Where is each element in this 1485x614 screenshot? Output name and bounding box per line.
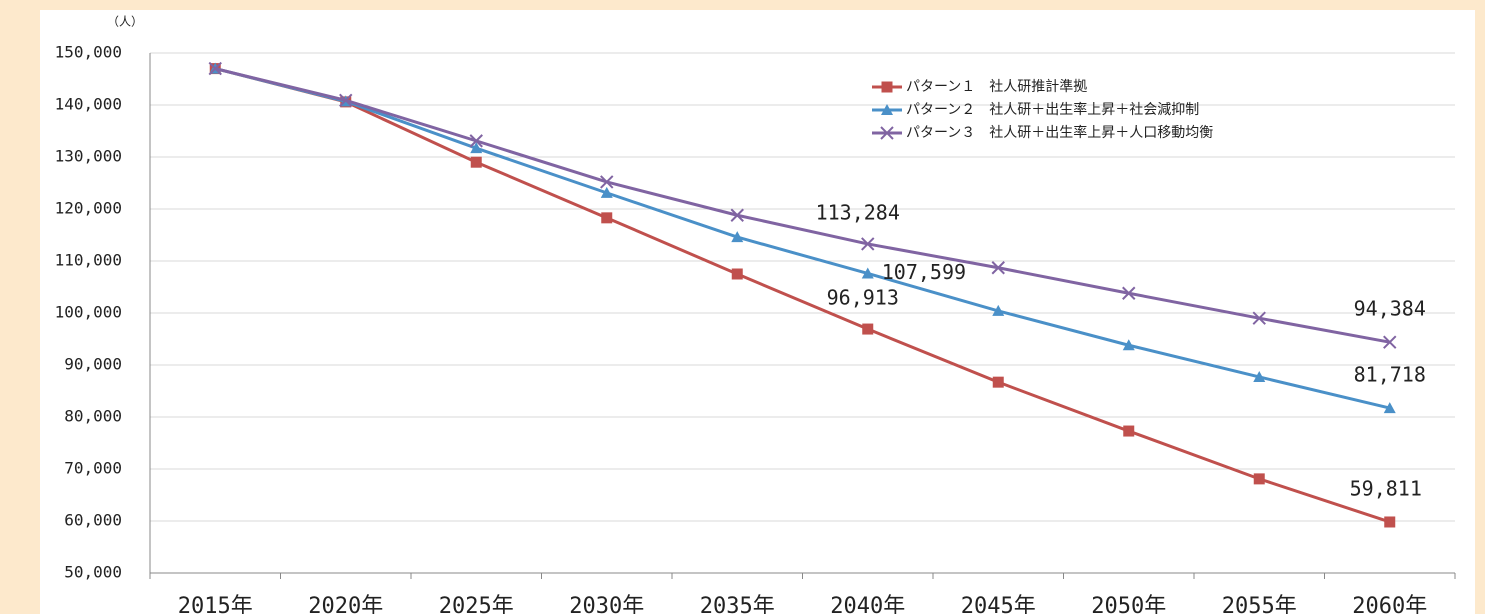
marker xyxy=(991,261,1005,275)
marker xyxy=(1253,473,1265,485)
x-tick-label: 2035年 xyxy=(700,594,775,614)
y-tick-label: 110,000 xyxy=(55,251,122,270)
series-line xyxy=(214,67,1391,344)
marker xyxy=(339,93,353,108)
marker xyxy=(861,237,875,251)
marker xyxy=(862,323,874,335)
marker xyxy=(992,304,1005,316)
marker xyxy=(1253,370,1266,382)
marker xyxy=(1384,516,1396,528)
x-tick-label: 2045年 xyxy=(961,594,1036,614)
data-label: 59,811 xyxy=(1350,476,1422,500)
y-tick-label: 60,000 xyxy=(64,511,122,530)
marker xyxy=(469,134,483,148)
y-tick-label: 100,000 xyxy=(55,303,122,322)
chart-area xyxy=(40,10,1475,614)
marker xyxy=(731,231,744,243)
marker xyxy=(731,268,743,280)
y-tick-label: 130,000 xyxy=(55,147,122,166)
marker xyxy=(992,376,1004,388)
x-tick-label: 2060年 xyxy=(1352,594,1427,614)
data-label: 113,284 xyxy=(816,200,900,224)
marker xyxy=(730,208,744,222)
marker xyxy=(1122,286,1136,300)
data-label: 107,599 xyxy=(882,260,966,284)
data-label: 94,384 xyxy=(1354,297,1426,321)
y-unit: （人） xyxy=(107,15,143,29)
legend-label: パターン２ 社人研＋出生率上昇＋社会減抑制 xyxy=(906,101,1199,118)
y-tick-label: 150,000 xyxy=(55,43,122,62)
marker xyxy=(880,126,894,140)
data-label: 81,718 xyxy=(1354,363,1426,387)
series-line xyxy=(214,67,1391,410)
marker xyxy=(1123,425,1135,437)
marker xyxy=(1122,339,1135,351)
marker xyxy=(1252,311,1266,325)
x-tick-label: 2050年 xyxy=(1091,594,1166,614)
marker xyxy=(470,156,482,168)
data-label: 96,913 xyxy=(827,286,899,310)
marker xyxy=(600,175,614,189)
marker xyxy=(601,212,613,224)
marker xyxy=(208,61,222,76)
marker xyxy=(861,267,874,279)
legend-label: パターン３ 社人研＋出生率上昇＋人口移動均衡 xyxy=(906,124,1213,141)
x-tick-label: 2040年 xyxy=(830,594,905,614)
y-tick-label: 70,000 xyxy=(64,459,122,478)
y-tick-label: 50,000 xyxy=(64,563,122,582)
series-line xyxy=(214,67,1391,524)
x-tick-label: 2030年 xyxy=(569,594,644,614)
marker xyxy=(881,81,893,93)
y-tick-label: 90,000 xyxy=(64,355,122,374)
y-tick-label: 80,000 xyxy=(64,407,122,426)
marker xyxy=(470,142,483,154)
y-tick-label: 120,000 xyxy=(55,199,122,218)
x-tick-label: 2020年 xyxy=(308,594,383,614)
x-tick-label: 2015年 xyxy=(178,594,253,614)
x-tick-label: 2055年 xyxy=(1222,594,1297,614)
y-tick-label: 140,000 xyxy=(55,95,122,114)
x-tick-label: 2025年 xyxy=(439,594,514,614)
marker xyxy=(600,186,613,198)
marker xyxy=(1383,402,1396,414)
marker xyxy=(1383,335,1397,349)
legend-label: パターン１ 社人研推計準拠 xyxy=(906,79,1087,95)
marker xyxy=(881,104,893,115)
